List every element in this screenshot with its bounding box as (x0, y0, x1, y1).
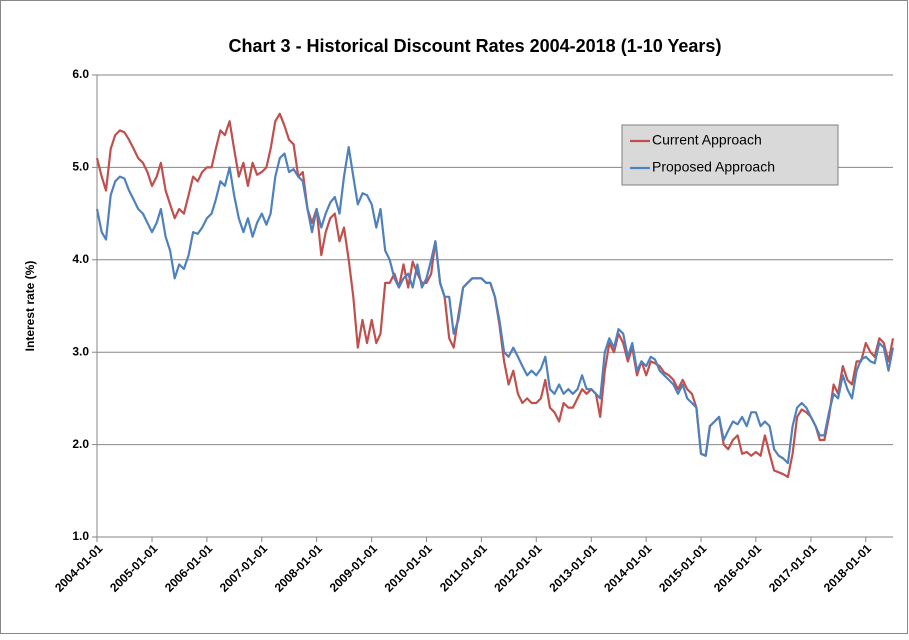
chart-title: Chart 3 - Historical Discount Rates 2004… (229, 36, 722, 56)
y-tick-label: 6.0 (72, 67, 89, 81)
legend-label: Proposed Approach (652, 159, 775, 175)
y-tick-label: 1.0 (72, 529, 89, 543)
y-tick-label: 5.0 (72, 160, 89, 174)
y-tick-label: 3.0 (72, 344, 89, 358)
y-axis-label: Interest rate (%) (23, 261, 37, 352)
legend-box (621, 124, 839, 186)
legend-label: Current Approach (652, 132, 762, 148)
y-tick-label: 2.0 (72, 437, 89, 451)
series-line (95, 146, 895, 465)
y-tick-label: 4.0 (72, 252, 89, 266)
